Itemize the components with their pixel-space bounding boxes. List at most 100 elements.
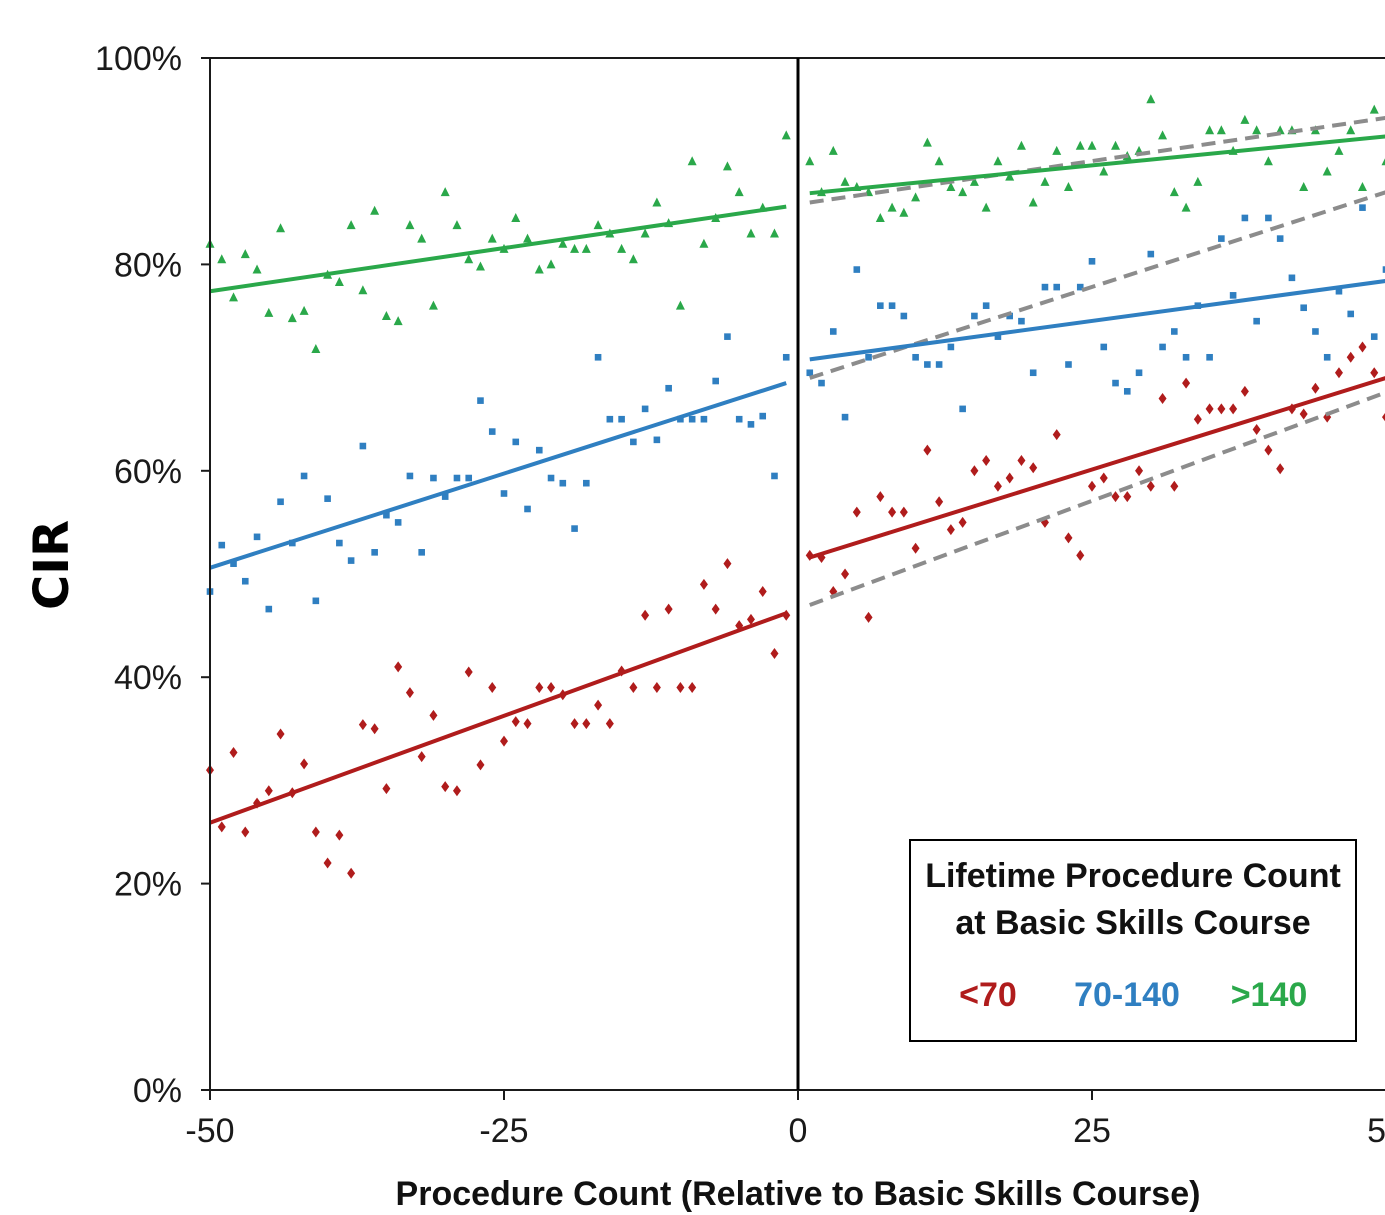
series-0-point-43 bbox=[711, 603, 720, 615]
series-2-point-27 bbox=[523, 233, 533, 243]
series-0-point-15 bbox=[382, 783, 391, 795]
x-tick-label-2: 0 bbox=[789, 1112, 808, 1150]
series-1-point-60 bbox=[924, 361, 931, 368]
series-2-point-72 bbox=[1063, 182, 1073, 191]
legend-box bbox=[909, 839, 1357, 1042]
series-0-point-18 bbox=[417, 751, 426, 763]
legend-entry-under-70: <70 bbox=[959, 976, 1017, 1014]
series-1-point-95 bbox=[1335, 287, 1343, 295]
series-2-point-22 bbox=[464, 254, 474, 264]
y-axis-title: CIR bbox=[24, 520, 80, 610]
series-2-point-65 bbox=[981, 202, 991, 212]
series-1-point-29 bbox=[547, 474, 555, 482]
series-0-point-78 bbox=[1135, 465, 1144, 477]
series-1-point-33 bbox=[594, 353, 602, 361]
series-1-point-58 bbox=[900, 312, 908, 320]
series-2-point-17 bbox=[405, 220, 415, 230]
series-1-point-93 bbox=[1312, 328, 1319, 335]
series-0-point-69 bbox=[1029, 462, 1038, 474]
series-0-point-1 bbox=[217, 821, 226, 833]
series-0-point-46 bbox=[746, 613, 755, 625]
series-2-point-50 bbox=[805, 156, 815, 166]
series-1-point-89 bbox=[1265, 214, 1272, 222]
series-1-point-28 bbox=[535, 446, 543, 454]
legend-title-line-2: at Basic Skills Course bbox=[955, 904, 1310, 942]
series-1-point-6 bbox=[277, 498, 284, 506]
series-1-point-99 bbox=[1382, 266, 1385, 273]
series-2-point-1 bbox=[217, 254, 227, 264]
series-0-point-5 bbox=[264, 785, 273, 797]
series-2-point-70 bbox=[1040, 176, 1050, 186]
series-1-point-26 bbox=[512, 438, 520, 446]
series-1-point-23 bbox=[477, 397, 484, 404]
series-0-point-99 bbox=[1382, 413, 1385, 422]
series-2-point-81 bbox=[1169, 187, 1179, 197]
series-0-point-96 bbox=[1346, 351, 1355, 363]
series-1-point-96 bbox=[1347, 310, 1355, 318]
series-1-point-65 bbox=[982, 302, 990, 309]
series-1-point-22 bbox=[465, 474, 473, 482]
series-0-point-13 bbox=[358, 719, 367, 731]
series-2-point-46 bbox=[746, 228, 756, 238]
series-2-point-44 bbox=[722, 161, 732, 171]
series-2-point-59 bbox=[911, 192, 921, 202]
series-2-point-37 bbox=[640, 228, 650, 238]
series-0-point-24 bbox=[488, 682, 497, 694]
series-1-point-84 bbox=[1206, 353, 1213, 361]
series-1-point-94 bbox=[1323, 353, 1331, 361]
series-1-point-63 bbox=[959, 405, 966, 413]
series-0-point-11 bbox=[335, 829, 344, 841]
series-0-point-27 bbox=[523, 718, 532, 730]
series-1-trend-line-0 bbox=[209, 381, 787, 570]
series-1-point-32 bbox=[583, 479, 590, 487]
dashed-reference-line-2 bbox=[809, 390, 1385, 607]
series-2-point-40 bbox=[675, 300, 685, 310]
series-1-point-44 bbox=[724, 333, 731, 340]
series-1-point-85 bbox=[1218, 235, 1225, 242]
series-2-point-94 bbox=[1322, 166, 1332, 176]
series-1-point-68 bbox=[1018, 317, 1025, 325]
dashed-reference-line-1 bbox=[809, 190, 1385, 380]
series-2-point-36 bbox=[628, 254, 638, 264]
y-tick-label-5: 100% bbox=[95, 40, 182, 78]
chart-axes: 0% 20% 40% 60% 80% 100% -50 -25 0 25 50 bbox=[95, 40, 1385, 1150]
series-1-point-86 bbox=[1229, 292, 1237, 299]
series-0-point-95 bbox=[1334, 367, 1343, 379]
series-0-point-98 bbox=[1370, 367, 1379, 379]
series-2-point-85 bbox=[1216, 125, 1226, 135]
series-1-point-70 bbox=[1041, 283, 1049, 291]
series-1-point-79 bbox=[1147, 250, 1155, 258]
series-1-point-16 bbox=[394, 519, 402, 526]
series-1-point-51 bbox=[818, 379, 825, 387]
series-1-point-5 bbox=[265, 605, 273, 613]
series-1-point-88 bbox=[1253, 317, 1260, 325]
legend: Lifetime Procedure Count at Basic Skills… bbox=[909, 839, 1357, 1042]
series-2-point-80 bbox=[1158, 130, 1168, 140]
series-0-point-28 bbox=[535, 682, 544, 694]
series-1-point-46 bbox=[747, 421, 755, 428]
series-0-point-32 bbox=[582, 718, 591, 730]
chart-marks bbox=[205, 94, 1385, 879]
series-2-point-48 bbox=[769, 228, 779, 238]
series-1-point-14 bbox=[371, 549, 378, 556]
series-2-point-53 bbox=[840, 176, 850, 186]
series-2-point-20 bbox=[440, 187, 450, 197]
series-1-point-45 bbox=[735, 415, 743, 423]
series-1-point-97 bbox=[1359, 204, 1366, 211]
series-0-point-55 bbox=[864, 611, 873, 623]
series-0-point-47 bbox=[758, 586, 767, 598]
series-2-point-18 bbox=[417, 233, 427, 243]
series-2-point-4 bbox=[252, 264, 262, 274]
series-1-point-62 bbox=[947, 343, 955, 351]
series-0-trend-line-0 bbox=[209, 611, 787, 825]
series-0-point-64 bbox=[970, 465, 979, 477]
series-2-point-24 bbox=[487, 233, 497, 243]
series-2-point-61 bbox=[934, 156, 944, 166]
series-0-point-33 bbox=[594, 699, 603, 711]
series-1-point-47 bbox=[759, 412, 767, 420]
series-2-point-15 bbox=[381, 311, 391, 320]
series-2-point-99 bbox=[1381, 158, 1385, 166]
series-2-point-68 bbox=[1016, 140, 1026, 150]
series-1-point-56 bbox=[877, 302, 884, 309]
